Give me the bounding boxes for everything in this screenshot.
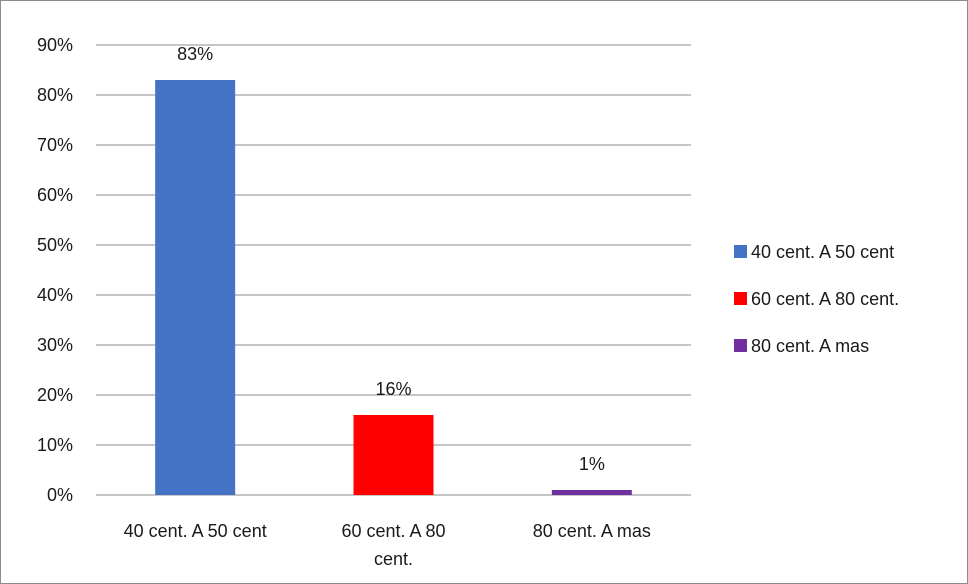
- legend-label: 80 cent. A mas: [751, 336, 869, 356]
- data-label: 83%: [177, 44, 213, 64]
- y-tick-label: 30%: [37, 335, 73, 355]
- data-label: 1%: [579, 454, 605, 474]
- x-tick-label: 60 cent. A 80 cent.: [341, 521, 445, 569]
- legend-item: 60 cent. A 80 cent.: [734, 289, 899, 309]
- legend-swatch: [734, 245, 747, 258]
- y-tick-label: 80%: [37, 85, 73, 105]
- bars: [155, 80, 632, 495]
- data-labels: 83% 16% 1%: [177, 44, 605, 474]
- legend: 40 cent. A 50 cent 60 cent. A 80 cent. 80 …: [734, 242, 899, 356]
- data-label: 16%: [375, 379, 411, 399]
- y-tick-label: 10%: [37, 435, 73, 455]
- legend-label: 40 cent. A 50 cent: [751, 242, 894, 262]
- legend-swatch: [734, 292, 747, 305]
- y-tick-label: 90%: [37, 35, 73, 55]
- y-tick-label: 60%: [37, 185, 73, 205]
- y-tick-label: 20%: [37, 385, 73, 405]
- legend-item: 40 cent. A 50 cent: [734, 242, 894, 262]
- legend-label: 60 cent. A 80 cent.: [751, 289, 899, 309]
- x-tick-label: 80 cent. A mas: [533, 521, 651, 541]
- y-tick-label: 70%: [37, 135, 73, 155]
- bar: [353, 415, 434, 495]
- bar: [155, 80, 236, 495]
- x-axis-ticks: 40 cent. A 50 cent 60 cent. A 80 cent. 80 c…: [124, 521, 651, 569]
- x-tick-label: 40 cent. A 50 cent: [124, 521, 267, 541]
- legend-swatch: [734, 339, 747, 352]
- y-tick-label: 50%: [37, 235, 73, 255]
- y-tick-label: 40%: [37, 285, 73, 305]
- y-tick-label: 0%: [47, 485, 73, 505]
- legend-item: 80 cent. A mas: [734, 336, 869, 356]
- y-axis-ticks: 0% 10% 20% 30% 40% 50% 60% 70% 80% 90%: [37, 35, 73, 505]
- bar: [551, 490, 632, 495]
